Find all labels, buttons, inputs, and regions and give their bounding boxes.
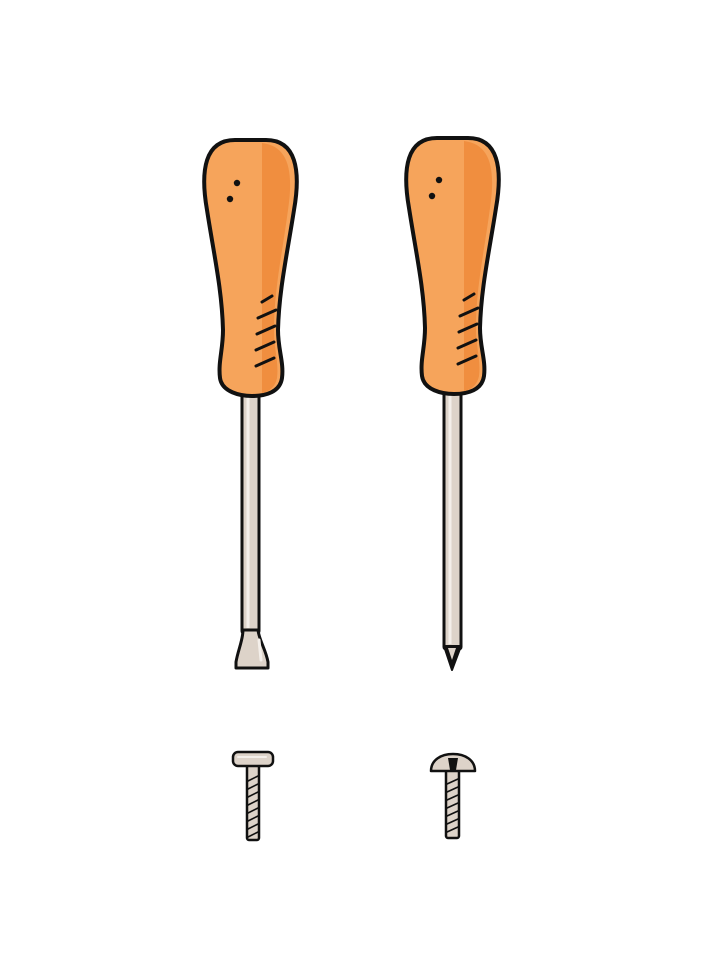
flathead-screwdriver-icon bbox=[202, 138, 299, 670]
flat-screw-head bbox=[231, 750, 275, 768]
flathead-shaft bbox=[240, 386, 261, 635]
flat-head-screw-icon bbox=[231, 750, 275, 842]
phillips-screwdriver-icon bbox=[404, 136, 501, 671]
round-head-screw-icon bbox=[429, 752, 477, 840]
round-screw-cross bbox=[448, 758, 458, 770]
flathead-tip bbox=[234, 628, 270, 670]
phillips-shaft bbox=[442, 382, 463, 651]
